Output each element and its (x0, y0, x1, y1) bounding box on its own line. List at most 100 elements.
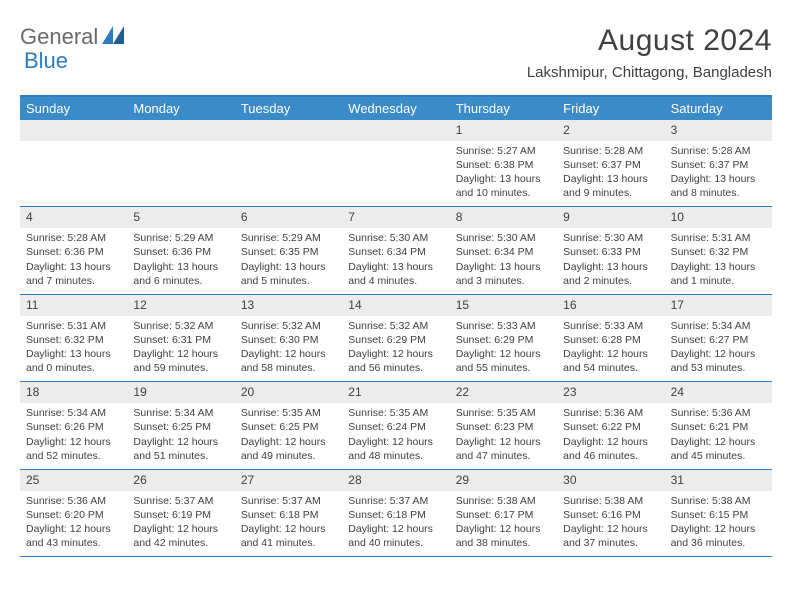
day-detail: Sunrise: 5:34 AMSunset: 6:26 PMDaylight:… (20, 403, 127, 469)
detail-day2: and 42 minutes. (133, 536, 228, 550)
detail-day1: Daylight: 13 hours (456, 172, 551, 186)
detail-sunrise: Sunrise: 5:37 AM (348, 494, 443, 508)
detail-sunrise: Sunrise: 5:30 AM (348, 231, 443, 245)
day-cell: 16Sunrise: 5:33 AMSunset: 6:28 PMDayligh… (557, 295, 664, 381)
day-cell: 2Sunrise: 5:28 AMSunset: 6:37 PMDaylight… (557, 120, 664, 206)
detail-day1: Daylight: 12 hours (563, 435, 658, 449)
day-number: 25 (20, 470, 127, 491)
detail-sunset: Sunset: 6:29 PM (456, 333, 551, 347)
day-cell: 22Sunrise: 5:35 AMSunset: 6:23 PMDayligh… (450, 382, 557, 468)
detail-day2: and 47 minutes. (456, 449, 551, 463)
detail-day1: Daylight: 12 hours (563, 522, 658, 536)
detail-day2: and 58 minutes. (241, 361, 336, 375)
detail-day2: and 56 minutes. (348, 361, 443, 375)
detail-day2: and 45 minutes. (671, 449, 766, 463)
detail-day1: Daylight: 12 hours (241, 347, 336, 361)
day-detail: Sunrise: 5:33 AMSunset: 6:29 PMDaylight:… (450, 316, 557, 382)
day-cell: 12Sunrise: 5:32 AMSunset: 6:31 PMDayligh… (127, 295, 234, 381)
detail-day2: and 9 minutes. (563, 186, 658, 200)
day-number: 14 (342, 295, 449, 316)
detail-day1: Daylight: 12 hours (26, 522, 121, 536)
day-cell: 28Sunrise: 5:37 AMSunset: 6:18 PMDayligh… (342, 470, 449, 556)
day-cell: 5Sunrise: 5:29 AMSunset: 6:36 PMDaylight… (127, 207, 234, 293)
detail-day1: Daylight: 13 hours (563, 172, 658, 186)
detail-day1: Daylight: 12 hours (456, 435, 551, 449)
weekday-sat: Saturday (665, 97, 772, 120)
detail-sunset: Sunset: 6:21 PM (671, 420, 766, 434)
detail-sunrise: Sunrise: 5:36 AM (26, 494, 121, 508)
day-number: 22 (450, 382, 557, 403)
detail-day2: and 49 minutes. (241, 449, 336, 463)
detail-day2: and 41 minutes. (241, 536, 336, 550)
day-detail: Sunrise: 5:31 AMSunset: 6:32 PMDaylight:… (665, 228, 772, 294)
logo-text-2: Blue (24, 48, 68, 74)
detail-day2: and 38 minutes. (456, 536, 551, 550)
detail-day1: Daylight: 12 hours (456, 522, 551, 536)
day-detail: Sunrise: 5:32 AMSunset: 6:31 PMDaylight:… (127, 316, 234, 382)
detail-sunset: Sunset: 6:27 PM (671, 333, 766, 347)
day-detail: Sunrise: 5:28 AMSunset: 6:37 PMDaylight:… (665, 141, 772, 207)
detail-sunrise: Sunrise: 5:29 AM (241, 231, 336, 245)
day-number (20, 120, 127, 141)
day-cell (342, 120, 449, 206)
day-number: 1 (450, 120, 557, 141)
detail-sunset: Sunset: 6:31 PM (133, 333, 228, 347)
detail-day1: Daylight: 12 hours (563, 347, 658, 361)
week-row: 11 Sunrise: 5:31 AMSunset: 6:32 PM Dayligh… (20, 295, 772, 382)
detail-day2: and 8 minutes. (671, 186, 766, 200)
detail-day2: and 43 minutes. (26, 536, 121, 550)
detail-day2: and 5 minutes. (241, 274, 336, 288)
day-number: 28 (342, 470, 449, 491)
detail-day2: and 53 minutes. (671, 361, 766, 375)
detail-day2: and 4 minutes. (348, 274, 443, 288)
detail-day1: Daylight: 13 hours (456, 260, 551, 274)
day-detail: Sunrise: 5:27 AMSunset: 6:38 PMDaylight:… (450, 141, 557, 207)
day-detail: Sunrise: 5:30 AMSunset: 6:33 PMDaylight:… (557, 228, 664, 294)
detail-day2: and 54 minutes. (563, 361, 658, 375)
day-cell: 27Sunrise: 5:37 AMSunset: 6:18 PMDayligh… (235, 470, 342, 556)
detail-day2: and 7 minutes. (26, 274, 121, 288)
day-cell: 9Sunrise: 5:30 AMSunset: 6:33 PMDaylight… (557, 207, 664, 293)
day-number: 11 (20, 295, 127, 316)
detail-day1: Daylight: 12 hours (348, 435, 443, 449)
day-detail: Sunrise: 5:29 AMSunset: 6:35 PMDaylight:… (235, 228, 342, 294)
calendar: Sunday Monday Tuesday Wednesday Thursday… (20, 95, 772, 557)
detail-day2: and 46 minutes. (563, 449, 658, 463)
day-cell: 26Sunrise: 5:37 AMSunset: 6:19 PMDayligh… (127, 470, 234, 556)
weekday-thu: Thursday (450, 97, 557, 120)
day-number (235, 120, 342, 141)
day-number: 26 (127, 470, 234, 491)
detail-day1: Daylight: 12 hours (671, 435, 766, 449)
detail-sunrise: Sunrise: 5:37 AM (133, 494, 228, 508)
day-cell: 21Sunrise: 5:35 AMSunset: 6:24 PMDayligh… (342, 382, 449, 468)
day-cell: 4Sunrise: 5:28 AMSunset: 6:36 PMDaylight… (20, 207, 127, 293)
detail-sunset: Sunset: 6:33 PM (563, 245, 658, 259)
detail-sunset: Sunset: 6:32 PM (671, 245, 766, 259)
detail-day1: Daylight: 13 hours (241, 260, 336, 274)
detail-sunset: Sunset: 6:38 PM (456, 158, 551, 172)
day-cell: 14Sunrise: 5:32 AMSunset: 6:29 PMDayligh… (342, 295, 449, 381)
day-detail: Sunrise: 5:37 AMSunset: 6:19 PMDaylight:… (127, 491, 234, 557)
detail-day1: Daylight: 12 hours (348, 522, 443, 536)
detail-sunset: Sunset: 6:36 PM (26, 245, 121, 259)
detail-sunset: Sunset: 6:22 PM (563, 420, 658, 434)
detail-sunset: Sunset: 6:32 PM (26, 333, 121, 347)
day-number: 29 (450, 470, 557, 491)
day-number: 3 (665, 120, 772, 141)
detail-day1: Daylight: 13 hours (671, 172, 766, 186)
detail-sunrise: Sunrise: 5:34 AM (133, 406, 228, 420)
detail-sunrise: Sunrise: 5:32 AM (348, 319, 443, 333)
day-detail: Sunrise: 5:36 AMSunset: 6:21 PMDaylight:… (665, 403, 772, 469)
day-cell: 11Sunrise: 5:31 AMSunset: 6:32 PMDayligh… (20, 295, 127, 381)
detail-sunrise: Sunrise: 5:33 AM (456, 319, 551, 333)
detail-sunset: Sunset: 6:19 PM (133, 508, 228, 522)
detail-day2: and 0 minutes. (26, 361, 121, 375)
detail-day2: and 59 minutes. (133, 361, 228, 375)
detail-sunset: Sunset: 6:34 PM (456, 245, 551, 259)
page-title: August 2024 (527, 24, 772, 58)
day-detail: Sunrise: 5:38 AMSunset: 6:15 PMDaylight:… (665, 491, 772, 557)
day-detail: Sunrise: 5:35 AMSunset: 6:23 PMDaylight:… (450, 403, 557, 469)
logo-text-1: General (20, 24, 98, 50)
detail-sunrise: Sunrise: 5:31 AM (26, 319, 121, 333)
detail-sunset: Sunset: 6:26 PM (26, 420, 121, 434)
